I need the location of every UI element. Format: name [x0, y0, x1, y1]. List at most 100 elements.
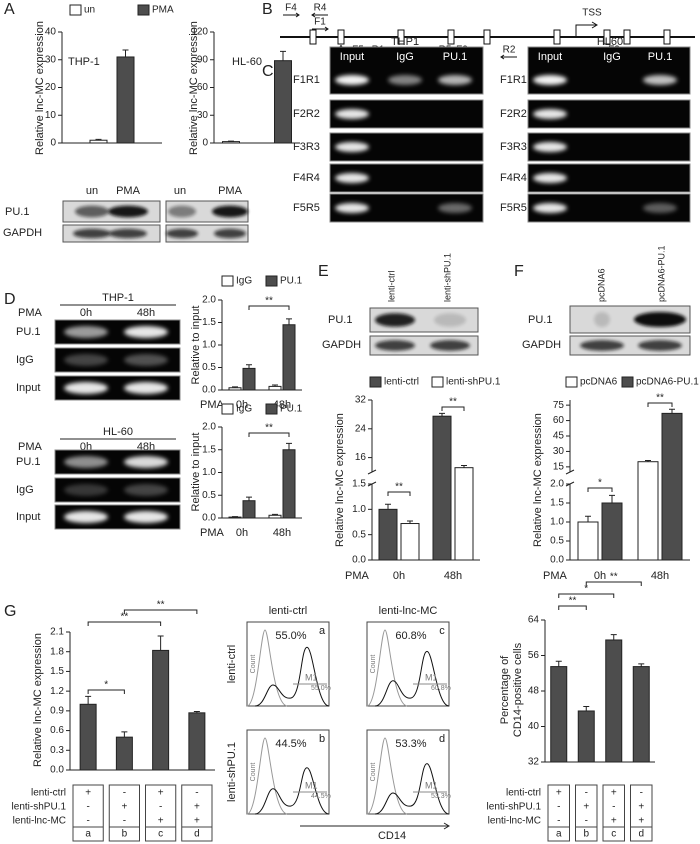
bar: [601, 502, 623, 561]
flow-column: lenti-ctrl: [269, 605, 308, 617]
condition-letter: a: [85, 829, 91, 840]
gel-band: [438, 75, 472, 85]
y-tick-label: 0.0: [352, 555, 366, 566]
error-bar: [85, 695, 92, 705]
condition-letter: d: [638, 829, 644, 840]
x-tick-label: 0h: [236, 399, 248, 411]
stain-curve: [254, 767, 330, 815]
bar: [605, 639, 623, 763]
exon: [309, 29, 317, 45]
gel-frame: [527, 46, 691, 95]
chart-title: HL-60: [232, 56, 262, 68]
blot-lane: pcDNA6: [596, 268, 606, 302]
y-tick-label: 60: [553, 415, 565, 426]
error-bar: [286, 318, 292, 325]
gel-band: [124, 456, 168, 468]
significance-label: *: [584, 584, 588, 595]
significance-label: *: [598, 478, 602, 489]
bar: [152, 649, 170, 771]
primer-arrow: [500, 54, 517, 60]
condition-mark: -: [640, 788, 643, 799]
y-tick-label: 24: [355, 423, 367, 434]
bar: [282, 324, 296, 391]
legend-swatch: [621, 376, 634, 388]
gel-band: [335, 203, 369, 213]
stain-curve: [374, 650, 450, 707]
y-axis-label: Relative lnc-MC expression: [334, 413, 346, 547]
bar: [454, 467, 474, 561]
bar: [282, 449, 296, 519]
y-tick-label: 0.9: [50, 705, 64, 716]
legend-label: IgG: [236, 404, 252, 415]
y-tick-label: 45: [553, 431, 565, 442]
blot-band: [73, 228, 111, 239]
condition-cell: [72, 784, 104, 842]
exon: [553, 29, 561, 45]
gel-band: [124, 354, 168, 366]
y-tick-label: 0.5: [202, 490, 216, 501]
condition-mark: +: [638, 816, 644, 827]
bar: [242, 367, 256, 391]
bar: [274, 60, 292, 144]
bar: [89, 139, 108, 144]
blot-lane: pcDNA6-PU.1: [656, 245, 666, 302]
y-tick-label: 32: [355, 395, 367, 406]
x-tick-label: 48h: [273, 527, 291, 539]
gel-group: THP1: [391, 36, 419, 48]
flow-letter: d: [439, 733, 445, 745]
gel-row: F4R4: [293, 172, 320, 184]
gel-band: [335, 75, 369, 85]
error-bar: [669, 408, 675, 414]
y-axis-label: Relative to input: [190, 306, 202, 385]
legend-swatch: [221, 275, 234, 287]
condition-mark: +: [85, 788, 91, 799]
condition-mark: -: [612, 802, 615, 813]
y-tick-label: 0.0: [50, 765, 64, 776]
bar: [637, 461, 659, 561]
isotype-curve: [366, 737, 408, 815]
y-tick-label: 10: [45, 110, 57, 121]
exon: [603, 29, 611, 45]
significance-bracket: [558, 593, 615, 598]
blot-band: [594, 311, 610, 328]
significance-label: **: [395, 482, 403, 493]
error-bar: [583, 706, 590, 711]
error-bar: [610, 634, 617, 640]
legend-label: pcDNA6: [580, 377, 618, 388]
gel-lane: IgG: [396, 51, 414, 63]
gel-band: [533, 173, 567, 183]
significance-label: **: [569, 596, 577, 607]
blot-band: [580, 340, 624, 351]
blot-lane: lenti-shPU.1: [442, 253, 452, 302]
count-label: Count: [250, 763, 257, 782]
condition-letter: b: [122, 829, 128, 840]
flow-frame: [246, 621, 330, 707]
y-tick-label: 30: [197, 110, 209, 121]
significance-bracket: [647, 402, 673, 407]
bar: [268, 385, 282, 391]
y-tick-label: 0.6: [50, 725, 64, 736]
condition-mark: +: [556, 788, 562, 799]
flow-frame: [366, 729, 450, 815]
gel-row: F5R5: [293, 202, 320, 214]
legend-swatch: [369, 376, 382, 388]
y-tick-label: 2.1: [50, 627, 64, 638]
panel-letter: A: [4, 1, 15, 18]
x-axis-label: PMA: [200, 527, 225, 539]
condition-mark: +: [583, 802, 589, 813]
significance-label: **: [157, 600, 165, 611]
error-bar: [280, 50, 286, 61]
gel-stimulus: PMA: [18, 441, 43, 453]
gel-row: F4R4: [500, 172, 527, 184]
bar: [550, 666, 568, 763]
gel-band: [124, 511, 168, 523]
significance-bracket: [248, 305, 290, 310]
gel-band: [124, 484, 168, 496]
primer-label: F1: [314, 17, 326, 28]
y-tick-label: 1.8: [50, 646, 64, 657]
blot-row: PU.1: [5, 206, 29, 218]
legend-swatch: [69, 4, 82, 16]
error-bar: [272, 513, 278, 516]
error-bar: [385, 503, 391, 510]
y-tick-label: 1.0: [202, 467, 216, 478]
